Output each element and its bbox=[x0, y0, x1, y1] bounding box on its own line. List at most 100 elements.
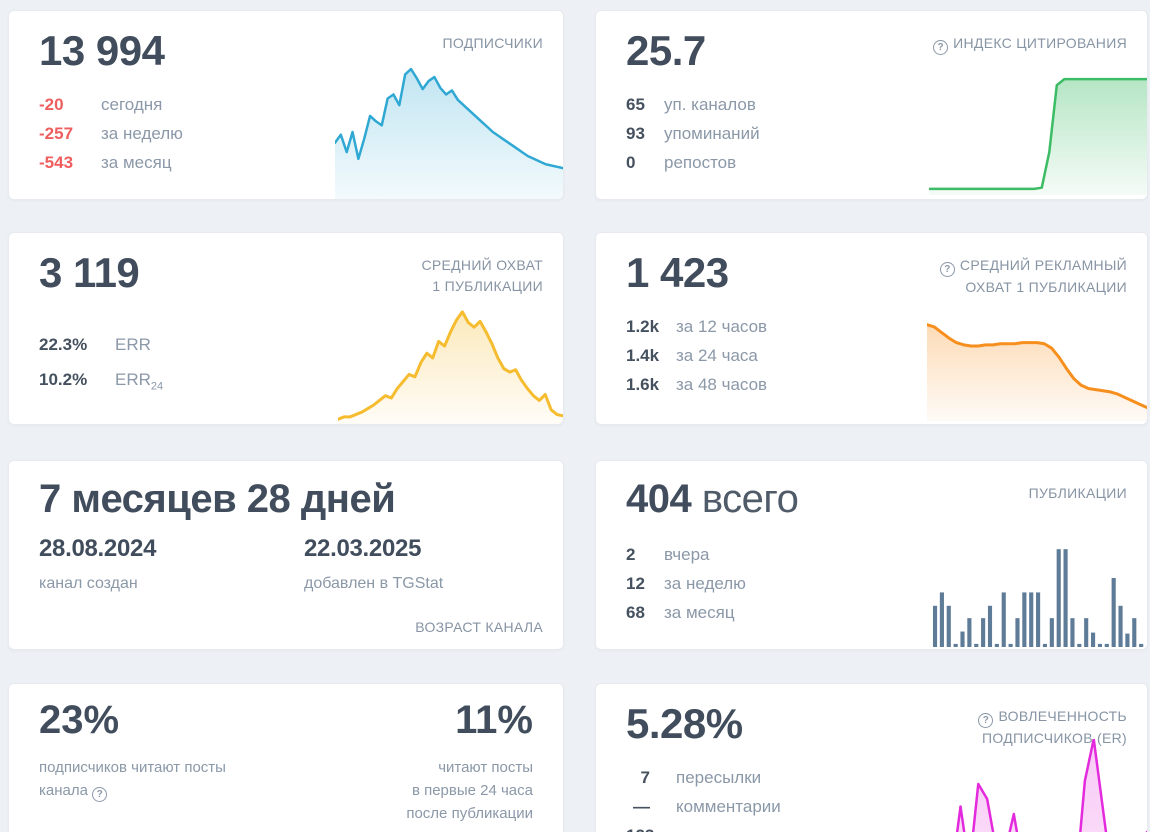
engagement-stats: 7 пересылки — комментарии 123 реакции bbox=[626, 768, 781, 832]
help-icon[interactable]: ? bbox=[933, 40, 949, 55]
card-avg-ad-reach: 1 423 ? СРЕДНИЙ РЕКЛАМНЫЙ ОХВАТ 1 ПУБЛИКА… bbox=[595, 232, 1148, 425]
stat-label: за месяц bbox=[101, 153, 172, 172]
avg-reach-title-line2: 1 ПУБЛИКАЦИИ bbox=[432, 278, 543, 294]
channel-added-label: добавлен в TGStat bbox=[304, 575, 444, 592]
stat-value: 12 bbox=[626, 574, 645, 593]
help-glyph: ? bbox=[96, 789, 103, 800]
stat-label: за месяц bbox=[664, 603, 735, 622]
stat-value: 68 bbox=[626, 603, 645, 622]
read-rate-right-label-line3: после публикации bbox=[406, 805, 533, 822]
help-glyph: ? bbox=[937, 42, 944, 53]
stat-label: уп. каналов bbox=[664, 95, 756, 114]
stat-value: -543 bbox=[39, 153, 74, 172]
stat-label: за 24 часа bbox=[676, 346, 758, 365]
stat-row: 2 вчера bbox=[626, 545, 746, 565]
stat-row: 1.2k за 12 часов bbox=[626, 317, 767, 337]
subscribers-stats: -20 сегодня -257 за неделю -543 за месяц bbox=[39, 95, 183, 182]
avg-reach-title-line1: СРЕДНИЙ ОХВАТ bbox=[421, 257, 543, 273]
engagement-value: 5.28% bbox=[626, 700, 743, 747]
stat-value: 1.4k bbox=[626, 346, 660, 365]
subscribers-title: ПОДПИСЧИКИ bbox=[442, 35, 543, 51]
channel-age-title: ВОЗРАСТ КАНАЛА bbox=[415, 619, 543, 635]
stat-row: -20 сегодня bbox=[39, 95, 183, 115]
avg-ad-reach-sparkline-chart bbox=[927, 309, 1147, 421]
stat-label: упоминаний bbox=[664, 124, 760, 143]
stat-value: 22.3% bbox=[39, 335, 88, 354]
publications-suffix: всего bbox=[701, 477, 799, 521]
read-rate-right-value: 11% bbox=[455, 698, 533, 742]
stat-row: 12 за неделю bbox=[626, 574, 746, 594]
channel-created-date: 28.08.2024 bbox=[39, 535, 157, 562]
avg-ad-reach-title-line2: ОХВАТ 1 ПУБЛИКАЦИИ bbox=[965, 279, 1127, 295]
stat-row: 93 упоминаний bbox=[626, 124, 760, 144]
stat-row: — комментарии bbox=[626, 797, 781, 817]
read-rate-left-label: подписчиков читают посты канала ? bbox=[39, 756, 289, 802]
stat-row: -257 за неделю bbox=[39, 124, 183, 144]
stat-value: 1.6k bbox=[626, 375, 660, 394]
help-glyph: ? bbox=[944, 264, 951, 275]
avg-ad-reach-title-line1: ? СРЕДНИЙ РЕКЛАМНЫЙ bbox=[939, 255, 1127, 277]
stat-row: 1.6k за 48 часов bbox=[626, 375, 767, 395]
publications-count: 404 bbox=[626, 477, 692, 521]
stat-row: 10.2% ERR24 bbox=[39, 370, 163, 396]
help-glyph: ? bbox=[982, 715, 990, 726]
help-icon[interactable]: ? bbox=[978, 713, 994, 728]
read-rate-left-label-line1: подписчиков читают посты bbox=[39, 759, 226, 776]
card-read-rate: 23% 11% подписчиков читают посты канала … bbox=[8, 683, 564, 832]
card-citation-index: 25.7 ? ИНДЕКС ЦИТИРОВАНИЯ 65 уп. каналов 9… bbox=[595, 10, 1148, 200]
help-icon[interactable]: ? bbox=[92, 787, 108, 802]
channel-added-date: 22.03.2025 bbox=[304, 535, 422, 562]
stat-row: 1.4k за 24 часа bbox=[626, 346, 767, 366]
publications-stats: 2 вчера 12 за неделю 68 за месяц bbox=[626, 545, 746, 632]
help-icon[interactable]: ? bbox=[939, 262, 955, 277]
stat-value: 1.2k bbox=[626, 317, 660, 336]
stat-row: -543 за месяц bbox=[39, 153, 183, 173]
stat-row: 22.3% ERR bbox=[39, 335, 163, 361]
card-publications: 404 всего ПУБЛИКАЦИИ 2 вчера 12 за неделю … bbox=[595, 460, 1148, 650]
citation-sparkline-chart bbox=[929, 73, 1147, 195]
stat-label: за неделю bbox=[664, 574, 746, 593]
stat-label: за 12 часов bbox=[676, 317, 768, 336]
avg-ad-reach-title: ? СРЕДНИЙ РЕКЛАМНЫЙ ОХВАТ 1 ПУБЛИКАЦИИ bbox=[939, 255, 1127, 298]
engagement-title-line2: ПОДПИСЧИКОВ (ER) bbox=[982, 730, 1127, 746]
stat-row: 68 за месяц bbox=[626, 603, 746, 623]
card-avg-reach: 3 119 СРЕДНИЙ ОХВАТ 1 ПУБЛИКАЦИИ 22.3% ER… bbox=[8, 232, 564, 425]
subscribers-sparkline-chart bbox=[335, 65, 563, 199]
stat-label: сегодня bbox=[101, 95, 163, 114]
publications-value: 404 всего bbox=[626, 477, 799, 522]
engagement-sparkline-chart bbox=[925, 739, 1147, 832]
avg-reach-sparkline-chart bbox=[338, 306, 563, 424]
card-channel-age: 7 месяцев 28 дней 28.08.2024 канал созда… bbox=[8, 460, 564, 650]
avg-ad-reach-value: 1 423 bbox=[626, 249, 729, 296]
channel-added-block: 22.03.2025 добавлен в TGStat bbox=[304, 535, 443, 593]
stat-label: пересылки bbox=[676, 768, 762, 787]
read-rate-right-label-line1: читают посты bbox=[438, 759, 533, 776]
avg-reach-title: СРЕДНИЙ ОХВАТ 1 ПУБЛИКАЦИИ bbox=[421, 255, 543, 297]
stat-label: комментарии bbox=[676, 797, 781, 816]
engagement-title-line1: ? ВОВЛЕЧЕННОСТЬ bbox=[978, 706, 1127, 728]
stat-value: -20 bbox=[39, 95, 64, 114]
stat-row: 7 пересылки bbox=[626, 768, 781, 788]
avg-reach-stats: 22.3% ERR 10.2% ERR24 bbox=[39, 335, 163, 406]
avg-ad-reach-stats: 1.2k за 12 часов 1.4k за 24 часа 1.6k за 48… bbox=[626, 317, 767, 404]
publications-bar-chart bbox=[932, 544, 1145, 647]
stat-value: 10.2% bbox=[39, 370, 88, 390]
citation-title-text: ИНДЕКС ЦИТИРОВАНИЯ bbox=[953, 35, 1127, 51]
stat-row: 0 репостов bbox=[626, 153, 760, 173]
stat-value: 2 bbox=[626, 545, 636, 564]
subscribers-value: 13 994 bbox=[39, 27, 165, 74]
stat-label: за 48 часов bbox=[676, 375, 768, 394]
stat-value: 7 bbox=[640, 768, 650, 787]
stat-label: ERR24 bbox=[115, 370, 164, 393]
read-rate-right-label: читают посты в первые 24 часа после публ… bbox=[406, 756, 533, 825]
stat-label: репостов bbox=[664, 153, 737, 172]
stat-label: вчера bbox=[664, 545, 710, 564]
stat-value: — bbox=[633, 797, 650, 816]
engagement-title: ? ВОВЛЕЧЕННОСТЬ ПОДПИСЧИКОВ (ER) bbox=[978, 706, 1127, 749]
stat-value: 65 bbox=[626, 95, 645, 114]
channel-created-block: 28.08.2024 канал создан bbox=[39, 535, 156, 593]
card-engagement: 5.28% ? ВОВЛЕЧЕННОСТЬ ПОДПИСЧИКОВ (ER) 7 п… bbox=[595, 683, 1148, 832]
avg-reach-value: 3 119 bbox=[39, 249, 140, 296]
citation-stats: 65 уп. каналов 93 упоминаний 0 репостов bbox=[626, 95, 760, 182]
